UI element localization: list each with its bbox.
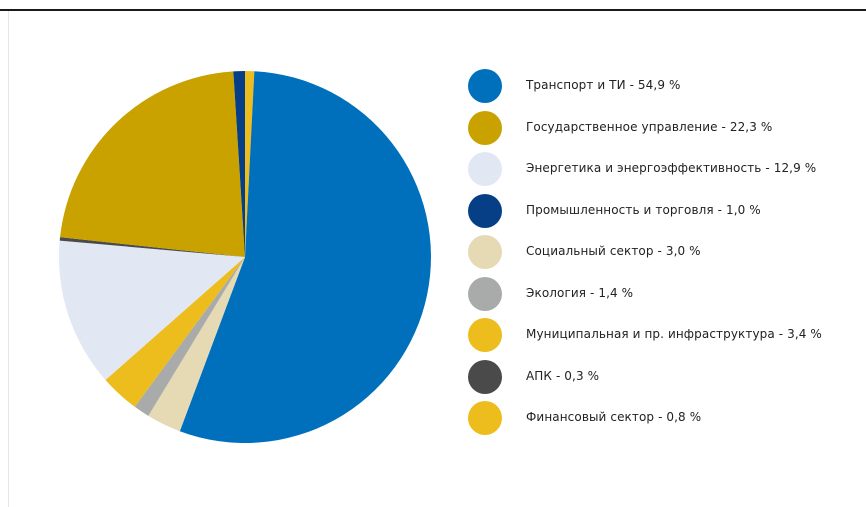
- legend-item-энергетика-и-энергоэффективность: Энергетика и энергоэффективность - 12,9 …: [468, 151, 858, 187]
- legend-item-социальный-сектор: Социальный сектор - 3,0 %: [468, 234, 858, 270]
- legend-item-апк: АПК - 0,3 %: [468, 359, 858, 395]
- legend-swatch: [468, 318, 502, 352]
- legend-swatch: [468, 401, 502, 435]
- legend-swatch: [468, 110, 502, 145]
- legend-label: Государственное управление - 22,3 %: [526, 119, 773, 134]
- legend-swatch: [468, 193, 502, 228]
- pie-slice-экология: [134, 257, 245, 416]
- pie-slice-муниципальная-и-пр-инфраструктура: [105, 257, 245, 407]
- legend-label: Транспорт и ТИ - 54,9 %: [526, 78, 681, 92]
- pie-slice-государственное-управление: [60, 71, 246, 258]
- top-divider: [0, 9, 866, 11]
- pie-slice-финансовый-сектор: [245, 70, 255, 258]
- legend-label: АПК - 0,3 %: [526, 368, 600, 383]
- legend-item-муниципальная-и-пр-инфраструктура: Муниципальная и пр. инфраструктура - 3,4…: [468, 317, 858, 353]
- legend-label: Экология - 1,4 %: [526, 285, 634, 300]
- legend-item-транспорт-и-ти: Транспорт и ТИ - 54,9 %: [468, 68, 858, 104]
- legend-swatch: [468, 69, 502, 103]
- legend-item-финансовый-сектор: Финансовый сектор - 0,8 %: [468, 400, 858, 436]
- pie-slice-энергетика-и-энергоэффективность: [59, 240, 245, 380]
- legend-label: Социальный сектор - 3,0 %: [526, 244, 701, 258]
- legend-item-экология: Экология - 1,4 %: [468, 276, 858, 312]
- legend-label: Муниципальная и пр. инфраструктура - 3,4…: [526, 327, 822, 341]
- legend-label: Промышленность и торговля - 1,0 %: [526, 202, 761, 217]
- legend-item-промышленность-и-торговля: Промышленность и торговля - 1,0 %: [468, 193, 858, 229]
- legend-label: Энергетика и энергоэффективность - 12,9 …: [526, 161, 817, 175]
- chart-legend: Транспорт и ТИ - 54,9 % Государственное у…: [468, 68, 858, 442]
- pie-slice-социальный-сектор: [148, 257, 245, 432]
- legend-item-государственное-управление: Государственное управление - 22,3 %: [468, 110, 858, 146]
- pie-slice-апк: [59, 237, 245, 257]
- legend-label: Финансовый сектор - 0,8 %: [526, 410, 702, 424]
- pie-slice-транспорт-и-ти: [179, 71, 431, 443]
- legend-swatch: [468, 152, 502, 186]
- pie-slices: [59, 70, 431, 443]
- legend-swatch: [468, 235, 502, 269]
- legend-swatch: [468, 276, 502, 311]
- left-border: [8, 11, 9, 507]
- legend-swatch: [468, 359, 502, 394]
- pie-slice-промышленность-и-торговля: [233, 71, 245, 257]
